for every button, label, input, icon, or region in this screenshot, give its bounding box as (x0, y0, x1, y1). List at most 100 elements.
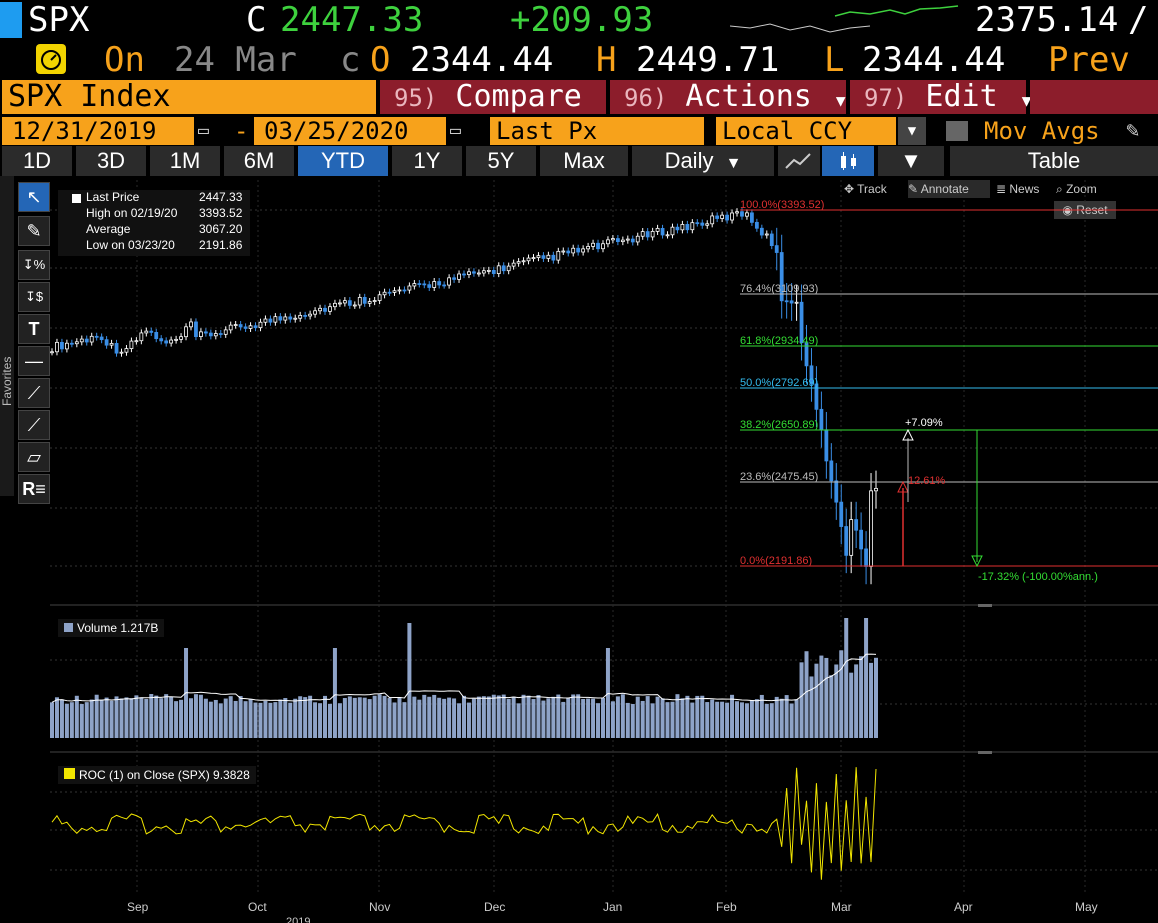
volume-bar (859, 656, 864, 738)
volume-bar (268, 702, 273, 738)
period-select[interactable]: Daily ▼ (632, 146, 774, 176)
candle-body (278, 316, 283, 321)
volume-bar (829, 675, 834, 738)
trendline-icon[interactable]: ⟋ (18, 378, 50, 408)
legend-last-value: 2447.33 (199, 190, 243, 204)
volume-bar (337, 703, 342, 738)
draw-tool-icon[interactable]: ✎ (18, 216, 50, 246)
volume-bar (789, 703, 794, 738)
horizontal-line-icon[interactable]: — (18, 346, 50, 376)
volume-bar (700, 695, 705, 738)
line-chart-icon[interactable] (778, 146, 820, 176)
actions-button[interactable]: 96) Actions ▼ (610, 80, 846, 114)
range-6m[interactable]: 6M (224, 146, 294, 176)
compare-button[interactable]: 95) Compare (380, 80, 606, 114)
fib-level-label: 23.6%(2475.45) (740, 471, 818, 483)
candle-body (869, 490, 873, 567)
volume-bar (99, 699, 104, 738)
month-label-may: May (1075, 900, 1098, 914)
favorites-label: Favorites (0, 356, 14, 406)
channel-icon[interactable]: ▱ (18, 442, 50, 472)
candle-body (402, 289, 407, 292)
fib-retracement-icon[interactable]: R≡ (18, 474, 50, 504)
candle-body (720, 214, 725, 219)
range-5y[interactable]: 5Y (466, 146, 536, 176)
start-calendar-icon[interactable]: ▭ (198, 120, 209, 141)
end-calendar-icon[interactable]: ▭ (450, 120, 461, 141)
candle-body (357, 296, 362, 306)
candle-body (536, 255, 541, 259)
candle-body (680, 223, 685, 231)
volume-bar (531, 699, 536, 738)
range-3d[interactable]: 3D (76, 146, 146, 176)
volume-legend: Volume 1.217B (58, 619, 165, 637)
track-label: Track (857, 182, 887, 196)
candle-body (228, 324, 233, 331)
candle-chart-icon[interactable] (822, 146, 874, 176)
currency-dropdown-icon[interactable]: ▼ (898, 117, 926, 145)
month-label-dec: Dec (484, 900, 505, 914)
volume-bar (54, 697, 59, 738)
price-chart[interactable]: 100.0%(3393.52) 76.4%(3109.93) 61.8%(2934.… (50, 180, 1158, 923)
candle-body (387, 291, 392, 294)
pointer-tool-icon[interactable]: ↖ (18, 182, 50, 212)
candle-body (779, 252, 784, 302)
percent-tool-icon[interactable]: ↧% (18, 250, 50, 280)
candle-body (179, 336, 183, 340)
range-max[interactable]: Max (540, 146, 628, 176)
volume-bar (744, 703, 749, 738)
candle-body (551, 254, 556, 261)
open-label: O (370, 40, 391, 80)
candle-body (606, 239, 610, 245)
volume-bar (427, 696, 432, 738)
candle-body (735, 211, 739, 214)
annotate-button[interactable]: ✎ Annotate (908, 180, 990, 198)
candle-body (323, 307, 327, 312)
range-1m[interactable]: 1M (150, 146, 220, 176)
favorites-strip[interactable]: Favorites (0, 176, 14, 496)
volume-bar (228, 696, 233, 738)
candle-body (750, 212, 754, 223)
volume-bar (471, 698, 476, 738)
text-tool-icon[interactable]: T (18, 314, 50, 344)
volume-bar (253, 702, 258, 738)
candle-body (814, 383, 819, 410)
currency-select[interactable]: Local CCY (716, 117, 896, 145)
news-button[interactable]: ≣ News (996, 180, 1052, 198)
volume-bar (739, 702, 744, 738)
dollar-tool-icon[interactable]: ↧$ (18, 282, 50, 312)
sparkline (730, 5, 959, 33)
chart-type-dropdown-icon[interactable]: ▼ (878, 146, 944, 176)
candle-body (298, 315, 303, 319)
track-button[interactable]: ✥ Track (844, 180, 904, 198)
table-button[interactable]: Table (950, 146, 1158, 176)
zoom-button[interactable]: ⌕ Zoom (1056, 180, 1116, 198)
range-ytd[interactable]: YTD (298, 146, 388, 176)
candle-body (476, 272, 481, 275)
ray-icon[interactable]: ⟋ (18, 410, 50, 440)
volume-bar (462, 695, 466, 738)
candle-body (740, 211, 744, 217)
alert-gauge-icon[interactable] (36, 44, 66, 74)
candle-body (258, 321, 263, 329)
candle-body (169, 339, 174, 344)
candle-body (84, 338, 89, 343)
fib-level-label: 0.0%(2191.86) (740, 555, 812, 567)
volume-bar (114, 696, 119, 738)
range-1y[interactable]: 1Y (392, 146, 462, 176)
edit-button[interactable]: 97) Edit ▼ (850, 80, 1031, 114)
after-value: 2375.14 (975, 0, 1119, 40)
volume-bar (159, 698, 164, 738)
pencil-icon[interactable]: ✎ (1126, 118, 1140, 143)
security-field[interactable]: SPX Index (2, 80, 376, 114)
candle-body (834, 480, 839, 503)
edit-number: 97) (864, 84, 908, 112)
candle-body (243, 326, 248, 329)
candle-body (174, 338, 178, 341)
candle-body (55, 341, 59, 353)
range-1d[interactable]: 1D (2, 146, 72, 176)
start-date-field[interactable]: 12/31/2019 (2, 117, 194, 145)
field-select[interactable]: Last Px (490, 117, 704, 145)
end-date-field[interactable]: 03/25/2020 (254, 117, 446, 145)
mov-avgs-checkbox[interactable] (946, 121, 968, 141)
